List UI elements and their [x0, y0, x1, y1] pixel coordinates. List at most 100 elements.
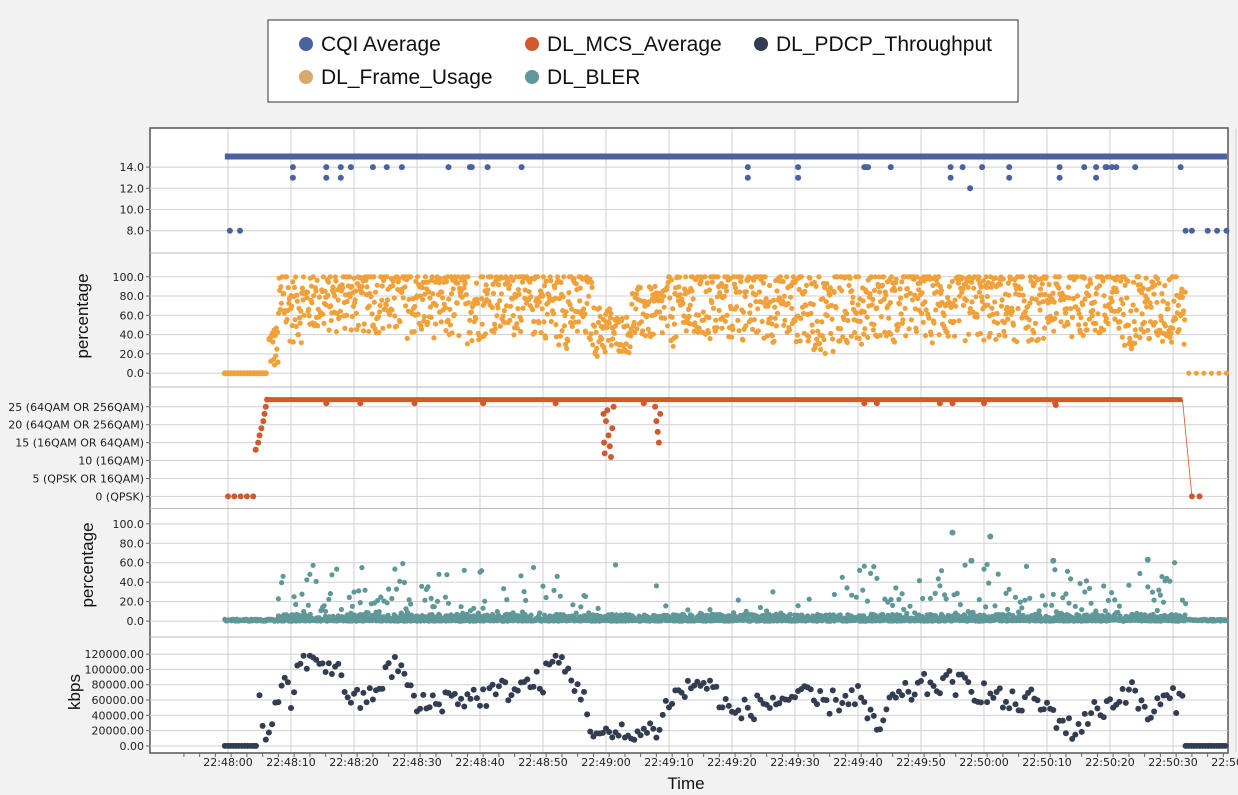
data-point: [388, 674, 395, 681]
data-point: [902, 679, 909, 686]
data-point: [818, 346, 824, 353]
data-point: [1050, 591, 1056, 598]
data-point: [595, 319, 602, 325]
data-point: [893, 276, 899, 282]
data-point: [631, 736, 638, 743]
data-point: [1016, 609, 1022, 615]
data-point: [1093, 608, 1099, 614]
data-point: [589, 284, 595, 290]
data-point: [770, 589, 776, 595]
data-point: [461, 567, 467, 573]
data-point: [1183, 601, 1189, 607]
data-point: [994, 310, 1000, 317]
data-point: [926, 315, 932, 321]
data-point: [567, 302, 573, 308]
x-axis-title: Time: [667, 774, 704, 793]
data-point: [376, 329, 382, 335]
data-point: [1028, 686, 1035, 693]
data-point: [439, 295, 446, 301]
data-point: [714, 325, 720, 331]
data-point: [865, 334, 871, 340]
data-point: [1193, 370, 1199, 376]
data-point: [568, 319, 574, 326]
data-point: [1093, 174, 1100, 181]
data-point: [700, 309, 706, 315]
data-point: [1222, 742, 1229, 749]
data-point: [856, 335, 862, 341]
data-point: [919, 290, 925, 296]
data-point: [1109, 298, 1115, 304]
data-point: [442, 594, 448, 600]
data-point: [1117, 319, 1123, 325]
data-point: [289, 174, 296, 181]
data-point: [500, 313, 506, 319]
data-point: [479, 321, 485, 327]
data-point: [771, 297, 777, 303]
data-point: [445, 600, 452, 606]
data-point: [921, 670, 928, 677]
data-point: [790, 274, 797, 280]
data-point: [952, 692, 959, 699]
data-point: [375, 597, 381, 604]
data-point: [962, 674, 969, 681]
data-point: [633, 306, 639, 312]
data-point: [262, 736, 269, 743]
data-point: [1172, 560, 1178, 566]
data-point: [984, 293, 990, 300]
data-point: [629, 301, 635, 307]
data-point: [468, 309, 474, 315]
data-point: [294, 292, 300, 298]
data-point: [428, 595, 434, 602]
data-point: [1160, 298, 1166, 304]
data-point: [920, 595, 926, 602]
data-point: [624, 314, 630, 320]
data-point: [322, 669, 329, 675]
data-point: [788, 294, 794, 300]
data-point: [713, 683, 720, 690]
data-point: [886, 315, 892, 321]
data-point: [1086, 585, 1093, 592]
data-point: [1029, 296, 1035, 302]
data-point: [725, 702, 732, 709]
data-point: [847, 275, 853, 281]
data-point: [864, 598, 871, 604]
data-point: [685, 306, 692, 312]
data-point: [979, 164, 986, 171]
data-point: [864, 314, 870, 320]
data-point: [584, 711, 591, 718]
data-point: [1152, 282, 1158, 288]
data-point: [960, 286, 966, 292]
data-point: [922, 299, 928, 305]
data-point: [294, 298, 300, 304]
data-point: [386, 586, 392, 592]
data-point: [989, 281, 996, 287]
data-point: [538, 330, 544, 336]
data-point: [1081, 275, 1087, 281]
data-point: [1162, 283, 1168, 289]
data-point: [1078, 728, 1085, 735]
data-point: [490, 290, 497, 296]
data-point: [570, 314, 576, 320]
data-point: [871, 287, 878, 293]
data-point: [1118, 278, 1124, 284]
data-point: [1070, 296, 1077, 302]
data-point: [498, 291, 504, 297]
data-point: [798, 315, 804, 321]
data-point: [860, 298, 866, 304]
data-point: [587, 728, 594, 735]
data-point: [845, 317, 851, 324]
data-point: [829, 316, 835, 322]
data-point: [823, 697, 830, 704]
data-point: [735, 317, 741, 323]
data-point: [837, 612, 843, 618]
data-point: [291, 689, 298, 696]
data-point: [893, 585, 899, 591]
data-point: [391, 295, 397, 301]
data-point: [810, 329, 816, 335]
data-point: [626, 350, 632, 356]
data-point: [526, 289, 532, 295]
data-point: [667, 295, 673, 301]
data-point: [507, 303, 514, 309]
data-point: [1021, 694, 1028, 701]
data-point: [743, 289, 750, 295]
